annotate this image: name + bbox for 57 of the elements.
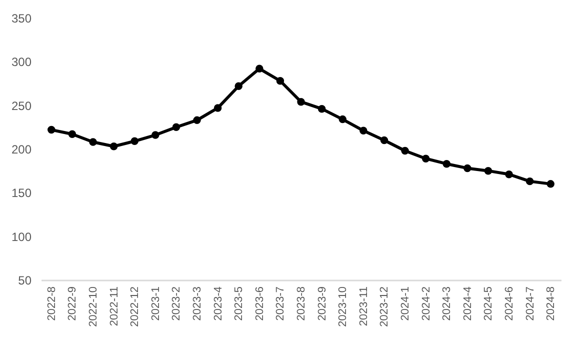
- x-tick-label: 2023-10: [337, 286, 350, 327]
- y-tick-label: 300: [11, 55, 32, 70]
- point: [130, 137, 138, 146]
- point: [338, 115, 346, 124]
- point: [48, 126, 56, 134]
- point: [442, 160, 450, 168]
- x-tick-label: 2023-4: [212, 286, 224, 321]
- x-tick-label: 2023-5: [233, 286, 246, 321]
- point: [505, 170, 513, 178]
- x-tick-label: 2024-7: [524, 286, 536, 321]
- x-tick-label: 2024-5: [482, 286, 495, 321]
- y-tick-label: 200: [11, 142, 32, 156]
- x-tick-label: 2024-2: [420, 286, 432, 321]
- x-tick-label: 2023-6: [254, 286, 266, 321]
- x-tick-label: 2023-1: [150, 286, 162, 321]
- point: [546, 180, 554, 188]
- point: [234, 82, 242, 90]
- x-tick-label: 2023-11: [358, 286, 370, 326]
- point: [276, 77, 284, 85]
- x-tick-label: 2024-8: [545, 286, 558, 321]
- point: [526, 177, 534, 186]
- x-tick-label: 2023-12: [378, 286, 391, 327]
- x-tick-label: 2023-2: [170, 286, 183, 321]
- point: [152, 131, 160, 139]
- point: [380, 136, 388, 144]
- y-tick-label: 350: [11, 12, 32, 26]
- point: [360, 126, 368, 135]
- point: [214, 104, 222, 112]
- point: [89, 138, 97, 146]
- x-tick-label: 2024-4: [462, 286, 474, 321]
- point: [422, 154, 430, 162]
- x-tick-label: 2022-10: [88, 286, 100, 327]
- point: [484, 166, 492, 175]
- point: [464, 164, 472, 172]
- y-tick-label: 100: [11, 230, 32, 244]
- x-tick-label: 2022-8: [46, 286, 58, 321]
- y-tick-label: 150: [11, 186, 32, 200]
- x-tick-label: 2023-8: [296, 286, 308, 321]
- x-tick-label: 2023-7: [274, 286, 287, 321]
- x-tick-label: 2022-12: [129, 286, 142, 327]
- x-tick-label: 2024-6: [504, 286, 516, 321]
- x-tick-label: 2022-11: [108, 286, 120, 326]
- y-tick-label: 250: [11, 98, 32, 113]
- point: [401, 146, 409, 155]
- x-tick-label: 2023-3: [192, 286, 204, 321]
- point: [297, 98, 305, 106]
- point: [68, 130, 76, 138]
- point: [172, 123, 180, 132]
- point: [193, 116, 201, 124]
- point: [110, 142, 118, 150]
- y-tick-label: 50: [18, 274, 32, 288]
- x-tick-label: 2023-9: [316, 286, 328, 321]
- x-tick-label: 2022-9: [66, 286, 79, 321]
- point: [318, 104, 326, 113]
- x-tick-label: 2024-3: [441, 286, 454, 321]
- x-tick-label: 2024-1: [400, 286, 412, 321]
- point: [256, 64, 264, 73]
